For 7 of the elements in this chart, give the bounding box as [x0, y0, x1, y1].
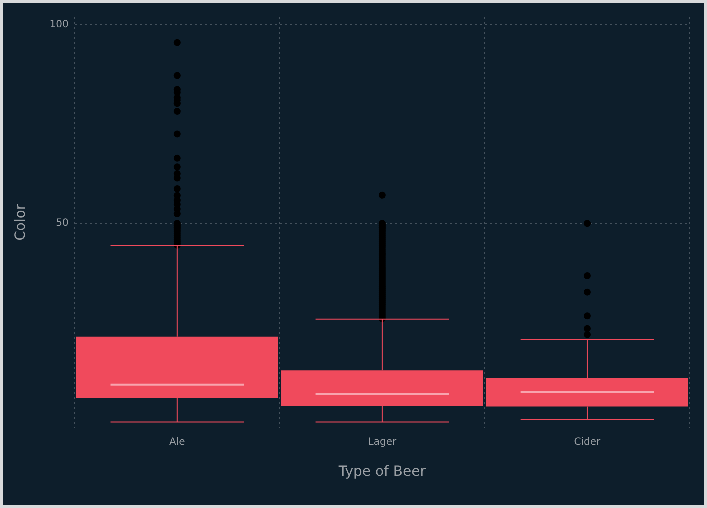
x-tick-label: Cider [574, 436, 602, 448]
y-axis-title: Color [13, 204, 30, 241]
x-tick-label: Lager [368, 436, 398, 448]
x-axis-title: Type of Beer [338, 464, 426, 480]
y-tick-label: 50 [56, 218, 69, 230]
x-tick-label: Ale [170, 436, 186, 448]
y-tick-label: 100 [50, 20, 69, 31]
